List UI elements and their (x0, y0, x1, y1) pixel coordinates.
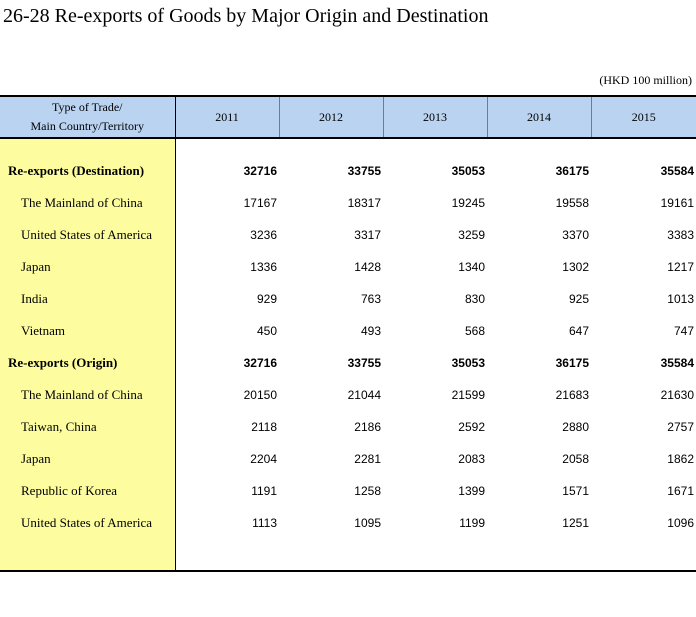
header-year: 2014 (487, 95, 592, 139)
cell-value: 3383 (667, 228, 694, 242)
header-row: Type of Trade/ Main Country/Territory 20… (0, 95, 696, 139)
cell-value: 35053 (451, 164, 485, 178)
table-row: The Mainland of China 17167 18317 19245 … (0, 187, 696, 219)
cell-value: 3370 (562, 228, 589, 242)
row-label: Taiwan, China (0, 411, 176, 443)
data-table-container: Type of Trade/ Main Country/Territory 20… (0, 95, 696, 572)
row-label: India (0, 283, 176, 315)
header-label-line1: Type of Trade/ (52, 100, 123, 114)
cell-value: 21044 (347, 388, 381, 402)
header-label-line2: Main Country/Territory (30, 119, 144, 133)
cell-value: 747 (673, 324, 694, 338)
row-label: The Mainland of China (0, 379, 176, 411)
header-year: 2011 (175, 95, 280, 139)
spacer-row (0, 138, 696, 155)
table-row: Vietnam 450 493 568 647 747 (0, 315, 696, 347)
cell-value: 493 (360, 324, 381, 338)
cell-value: 2880 (562, 420, 589, 434)
table-row: Japan 1336 1428 1340 1302 1217 (0, 251, 696, 283)
cell-value: 2592 (458, 420, 485, 434)
row-label: Republic of Korea (0, 475, 176, 507)
table-row-total: Re-exports (Destination) 32716 33755 350… (0, 155, 696, 187)
cell-value: 32716 (243, 164, 277, 178)
cell-value: 925 (568, 292, 589, 306)
cell-value: 32716 (243, 356, 277, 370)
cell-value: 18317 (347, 196, 381, 210)
cell-value: 1258 (354, 484, 381, 498)
cell-value: 2083 (458, 452, 485, 466)
cell-value: 1199 (459, 516, 485, 530)
cell-value: 21599 (451, 388, 485, 402)
cell-value: 1428 (354, 260, 381, 274)
cell-value: 2058 (562, 452, 589, 466)
cell-value: 1340 (458, 260, 485, 274)
header-label-cell: Type of Trade/ Main Country/Territory (0, 95, 176, 139)
row-label: United States of America (0, 219, 176, 251)
table-row-total: Re-exports (Origin) 32716 33755 35053 36… (0, 347, 696, 379)
cell-value: 1336 (250, 260, 277, 274)
cell-value: 21683 (555, 388, 589, 402)
cell-value: 1191 (251, 484, 277, 498)
row-label: Vietnam (0, 315, 176, 347)
header-year: 2015 (591, 95, 696, 139)
cell-value: 1217 (667, 260, 694, 274)
cell-value: 36175 (555, 164, 589, 178)
cell-value: 2118 (251, 420, 277, 434)
cell-value: 1095 (354, 516, 381, 530)
row-label: The Mainland of China (0, 187, 176, 219)
page-title: 26-28 Re-exports of Goods by Major Origi… (3, 5, 489, 27)
cell-value: 33755 (347, 356, 381, 370)
cell-value: 1251 (562, 516, 589, 530)
table-row: United States of America 3236 3317 3259 … (0, 219, 696, 251)
cell-value: 19558 (555, 196, 589, 210)
table-row: Republic of Korea 1191 1258 1399 1571 16… (0, 475, 696, 507)
cell-value: 1399 (458, 484, 485, 498)
cell-value: 36175 (555, 356, 589, 370)
row-label: Re-exports (Destination) (0, 155, 176, 187)
header-year: 2013 (383, 95, 488, 139)
cell-value: 33755 (347, 164, 381, 178)
table-row: India 929 763 830 925 1013 (0, 283, 696, 315)
table-row: The Mainland of China 20150 21044 21599 … (0, 379, 696, 411)
cell-value: 647 (568, 324, 589, 338)
cell-value: 2186 (354, 420, 381, 434)
cell-value: 17167 (243, 196, 277, 210)
row-label: Re-exports (Origin) (0, 347, 176, 379)
cell-value: 1113 (252, 516, 277, 530)
cell-value: 2281 (354, 452, 381, 466)
cell-value: 20150 (243, 388, 277, 402)
cell-value: 1571 (562, 484, 589, 498)
table-row: United States of America 1113 1095 1199 … (0, 507, 696, 539)
cell-value: 1302 (562, 260, 589, 274)
cell-value: 2204 (250, 452, 277, 466)
cell-value: 35053 (451, 356, 485, 370)
row-label: United States of America (0, 507, 176, 539)
cell-value: 450 (256, 324, 277, 338)
cell-value: 763 (360, 292, 381, 306)
cell-value: 1096 (667, 516, 694, 530)
row-label: Japan (0, 251, 176, 283)
cell-value: 3317 (354, 228, 381, 242)
reexports-table: Type of Trade/ Main Country/Territory 20… (0, 95, 696, 572)
cell-value: 830 (464, 292, 485, 306)
cell-value: 19161 (660, 196, 694, 210)
cell-value: 35584 (660, 164, 694, 178)
header-year: 2012 (279, 95, 384, 139)
cell-value: 929 (256, 292, 277, 306)
cell-value: 1862 (667, 452, 694, 466)
cell-value: 21630 (660, 388, 694, 402)
table-row: Taiwan, China 2118 2186 2592 2880 2757 (0, 411, 696, 443)
cell-value: 2757 (667, 420, 694, 434)
row-label: Japan (0, 443, 176, 475)
cell-value: 1013 (667, 292, 694, 306)
cell-value: 35584 (660, 356, 694, 370)
cell-value: 3259 (458, 228, 485, 242)
unit-label: (HKD 100 million) (599, 73, 692, 87)
cell-value: 19245 (451, 196, 485, 210)
cell-value: 3236 (250, 228, 277, 242)
cell-value: 568 (464, 324, 485, 338)
spacer-row (0, 539, 696, 572)
cell-value: 1671 (667, 484, 694, 498)
table-row: Japan 2204 2281 2083 2058 1862 (0, 443, 696, 475)
